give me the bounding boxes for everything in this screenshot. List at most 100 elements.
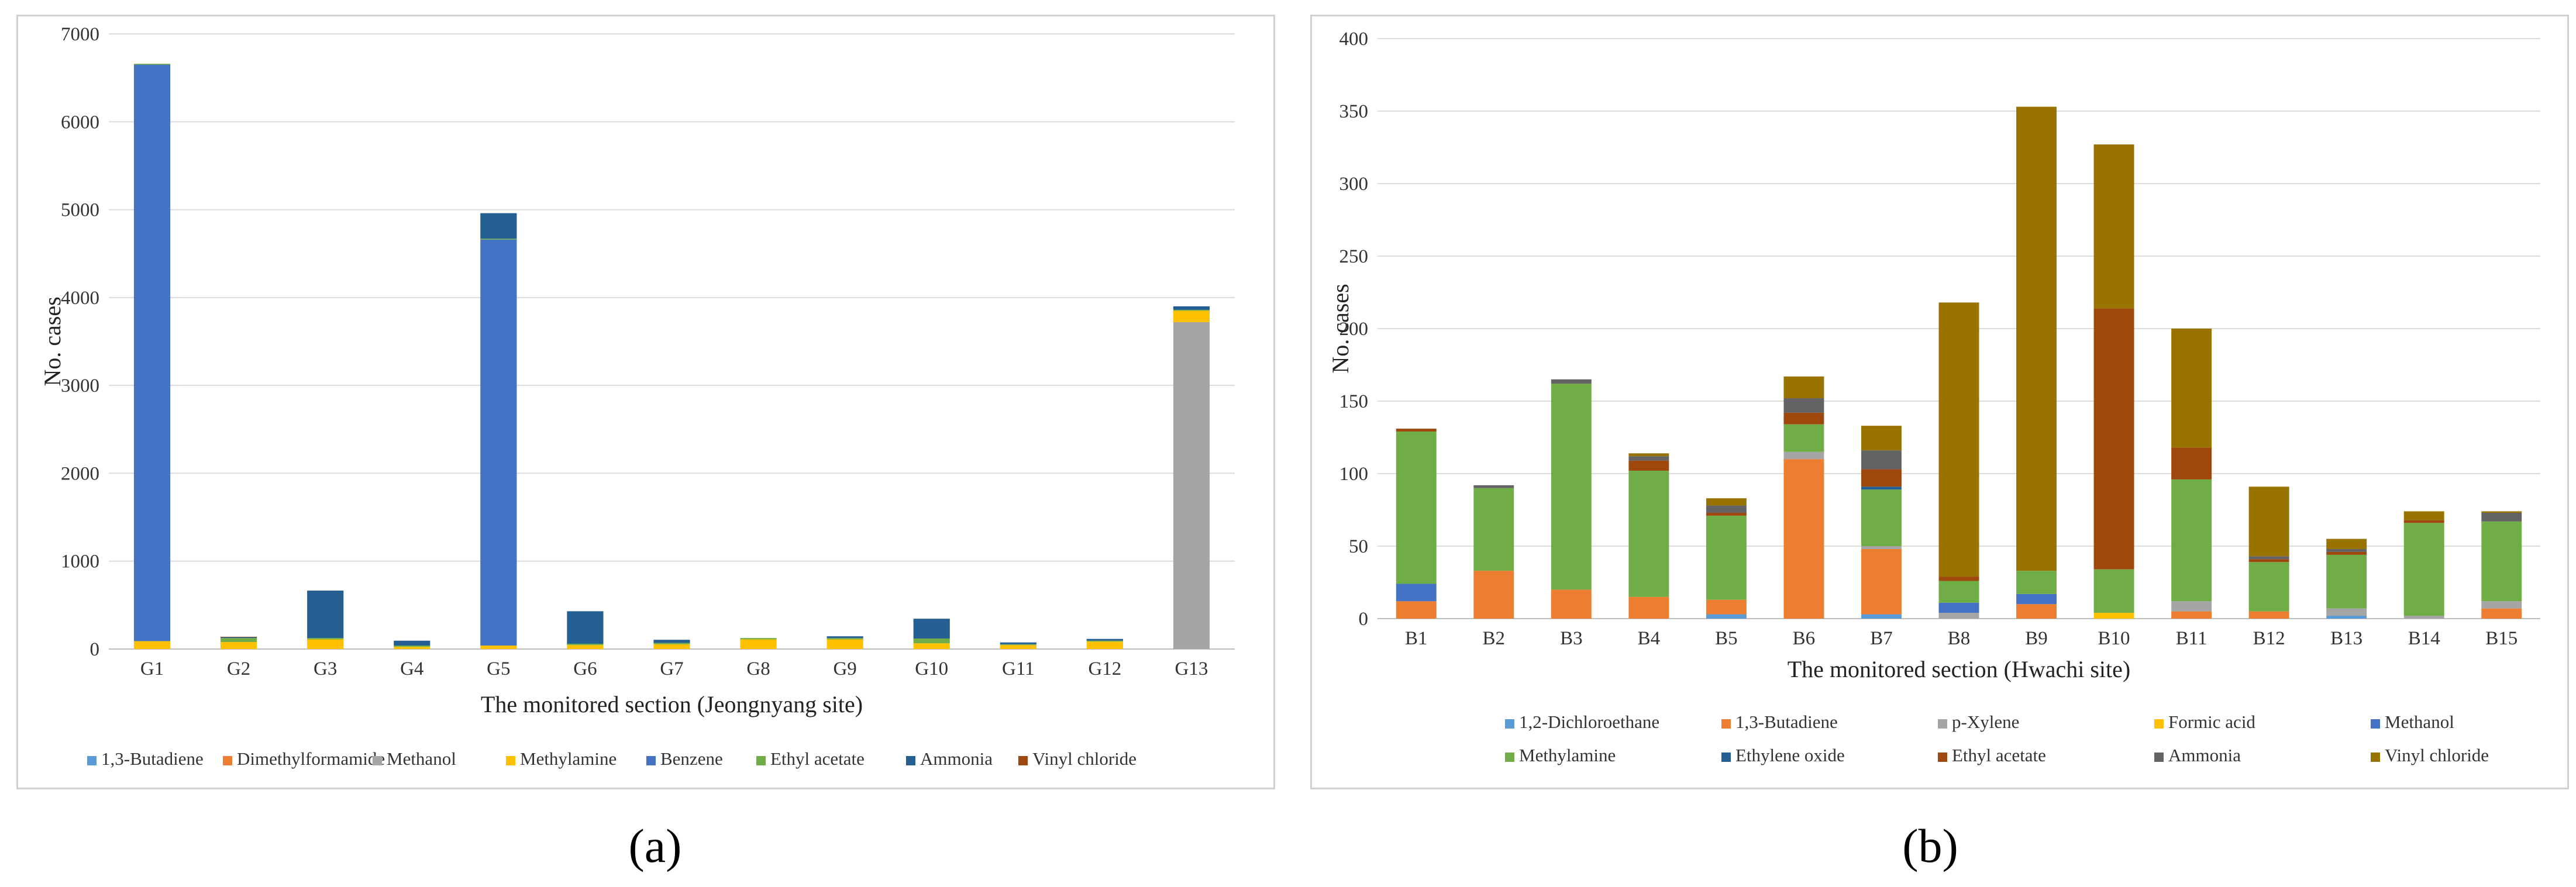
bar-segment bbox=[1628, 456, 1669, 461]
legend-entry: Methylamine bbox=[520, 748, 617, 769]
bar-segment bbox=[1086, 638, 1123, 641]
y-tick-label: 0 bbox=[1359, 609, 1369, 630]
legend-entry: 1,2-Dichloroethane bbox=[1519, 712, 1659, 732]
bar-segment bbox=[2171, 329, 2212, 448]
bar-segment bbox=[2326, 608, 2367, 616]
y-tick-label: 300 bbox=[1339, 174, 1369, 195]
legend-swatch bbox=[223, 756, 232, 765]
bar-segment bbox=[221, 637, 257, 638]
bar-segment bbox=[2093, 308, 2134, 570]
bar-segment bbox=[1396, 429, 1437, 432]
bar-segment bbox=[2248, 556, 2289, 560]
bar-segment bbox=[2481, 608, 2522, 619]
legend-swatch bbox=[506, 756, 515, 765]
bar-segment bbox=[2403, 616, 2444, 619]
bar-segment bbox=[1396, 432, 1437, 584]
legend-entry: Vinyl chloride bbox=[2385, 745, 2489, 765]
y-tick-label: 150 bbox=[1339, 391, 1369, 412]
bar-segment bbox=[1938, 613, 1979, 619]
y-tick-label: 100 bbox=[1339, 464, 1369, 485]
bar-segment bbox=[2093, 613, 2134, 619]
bar-segment bbox=[1628, 471, 1669, 597]
bar-segment bbox=[307, 639, 344, 649]
bar-segment bbox=[1173, 310, 1210, 322]
bar-segment bbox=[1628, 596, 1669, 619]
legend-swatch bbox=[1505, 719, 1514, 729]
legend-entry: Ethylene oxide bbox=[1735, 745, 1845, 765]
bar-segment bbox=[653, 644, 690, 649]
bar-segment bbox=[1628, 460, 1669, 471]
bar-segment bbox=[133, 641, 171, 649]
bar-segment bbox=[2403, 511, 2444, 520]
bar-segment bbox=[653, 640, 690, 643]
panel-label-a: (a) bbox=[628, 819, 682, 872]
x-axis-title: The monitored section (Jeongnyang site) bbox=[481, 691, 863, 717]
bar-segment bbox=[1000, 645, 1036, 649]
legend-swatch bbox=[2371, 753, 2380, 762]
bar-segment bbox=[2093, 569, 2134, 613]
x-tick-label: B3 bbox=[1560, 628, 1583, 649]
bar-segment bbox=[826, 636, 863, 638]
bar-segment bbox=[2248, 562, 2289, 612]
stacked-bar-chart-b: 0 50 100 150 200 250 300 350 400 B1 B2 B3 B4 B5 B6 B7 B8… bbox=[1327, 29, 2540, 765]
x-tick-label: B13 bbox=[2330, 628, 2363, 649]
bar-segment bbox=[1473, 488, 1514, 571]
bar-segment bbox=[1000, 644, 1036, 646]
legend-swatch bbox=[2154, 719, 2164, 729]
bar-segment bbox=[1551, 379, 1592, 384]
bar-segment bbox=[2326, 551, 2367, 555]
x-tick-label: B15 bbox=[2485, 628, 2518, 649]
legend-swatch bbox=[2371, 719, 2380, 729]
y-tick-label: 1000 bbox=[61, 551, 99, 572]
legend-entry: Methanol bbox=[387, 748, 456, 769]
legend-entry: Ammonia bbox=[920, 748, 993, 769]
x-tick-label: G5 bbox=[487, 658, 510, 679]
legend-swatch bbox=[87, 756, 97, 765]
x-tick-label: G12 bbox=[1088, 658, 1121, 679]
bar-segment bbox=[1086, 641, 1123, 649]
x-tick-label: G10 bbox=[915, 658, 948, 679]
bar-segment bbox=[2481, 511, 2522, 513]
y-tick-label: 50 bbox=[1349, 536, 1368, 557]
bar-segment bbox=[480, 239, 517, 646]
x-axis-title: The monitored section (Hwachi site) bbox=[1788, 656, 2130, 682]
x-tick-label: B7 bbox=[1870, 628, 1893, 649]
bar-segment bbox=[1938, 602, 1979, 613]
bar-segment bbox=[1628, 453, 1669, 457]
bar-segment bbox=[1551, 589, 1592, 619]
legend-swatch bbox=[906, 756, 915, 765]
y-tick-label: 0 bbox=[90, 639, 100, 660]
chart-panel-b: 0 50 100 150 200 250 300 350 400 B1 B2 B3 B4 B5 B6 B7 B8… bbox=[1310, 15, 2569, 789]
bar-segment bbox=[1938, 577, 1979, 581]
bar-segment bbox=[2016, 604, 2057, 619]
bar-segment bbox=[1706, 498, 1747, 506]
legend-swatch bbox=[1721, 719, 1731, 729]
bar-segment bbox=[1706, 599, 1747, 615]
bar-segment bbox=[480, 239, 517, 240]
bar-segment bbox=[133, 64, 171, 65]
x-tick-label: B11 bbox=[2176, 628, 2207, 649]
bar-segment bbox=[1783, 412, 1824, 424]
bar-segment bbox=[2016, 106, 2057, 571]
bar-segment bbox=[1396, 601, 1437, 619]
bar-segment bbox=[2481, 601, 2522, 609]
bar-segment bbox=[1086, 640, 1123, 642]
chart-panel-a: 0 1000 2000 3000 4000 5000 6000 7000 G1 G2 G3 G4 G5 G… bbox=[16, 15, 1275, 789]
bar-segment bbox=[2481, 521, 2522, 602]
bar-segment bbox=[394, 645, 431, 647]
bar-segment bbox=[740, 639, 777, 649]
legend-swatch bbox=[1938, 753, 1947, 762]
bar-segment bbox=[221, 641, 257, 649]
bar-segment bbox=[307, 638, 344, 640]
y-tick-label: 7000 bbox=[61, 24, 99, 45]
bar-segment bbox=[1783, 424, 1824, 452]
legend-swatch bbox=[1505, 753, 1514, 762]
legend-swatch bbox=[373, 756, 382, 765]
panel-label-b: (b) bbox=[1902, 819, 1958, 872]
bar-segment bbox=[1173, 309, 1210, 311]
legend-swatch bbox=[646, 756, 656, 765]
legend-entry: Formic acid bbox=[2168, 712, 2255, 732]
x-tick-label: G8 bbox=[746, 658, 770, 679]
x-tick-label: G2 bbox=[227, 658, 250, 679]
bar-segment bbox=[2481, 512, 2522, 522]
